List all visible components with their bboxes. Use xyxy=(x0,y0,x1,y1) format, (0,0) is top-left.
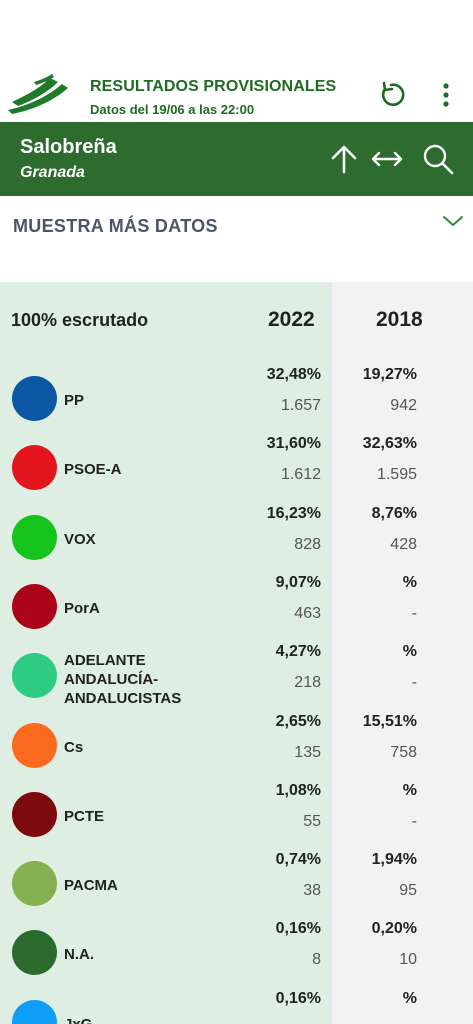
more-vertical-icon[interactable] xyxy=(434,80,458,110)
party-color-dot xyxy=(12,722,57,768)
pct-2018: 0,20% xyxy=(371,920,417,938)
votes-2018: 1.595 xyxy=(376,466,417,484)
votes-2018: - xyxy=(411,604,417,622)
pct-2022: 32,48% xyxy=(266,366,321,383)
pct-2018: % xyxy=(402,989,417,1007)
party-color-dot xyxy=(12,653,57,699)
more-data-toggle[interactable]: MUESTRA MÁS DATOS xyxy=(0,196,473,256)
party-color-dot xyxy=(12,514,57,560)
arrow-up-icon[interactable] xyxy=(327,142,361,176)
party-color-dot xyxy=(12,583,57,629)
votes-2018: - xyxy=(411,674,417,692)
pct-2018: % xyxy=(402,781,417,799)
votes-2018: - xyxy=(411,812,417,830)
refresh-icon[interactable] xyxy=(376,80,406,110)
year-2022-header: 2022 xyxy=(268,308,315,331)
pct-2018: 15,51% xyxy=(362,712,417,730)
municipality-name: Salobreña xyxy=(20,136,117,158)
party-color-dot xyxy=(12,791,57,837)
chevron-down-icon[interactable] xyxy=(442,214,464,228)
location-bar: Salobreña Granada xyxy=(0,122,473,196)
junta-andalucia-logo xyxy=(8,74,68,114)
votes-2022: 1.612 xyxy=(280,466,321,484)
pct-2022: 1,08% xyxy=(275,781,321,799)
party-color-dot xyxy=(12,999,57,1024)
party-row[interactable]: ADELANTE ANDALUCÍA-ANDALUCISTAS 4,27% 218%… xyxy=(0,641,473,710)
app-header: RESULTADOS PROVISIONALES Datos del 19/06… xyxy=(0,60,473,122)
votes-2022: 218 xyxy=(294,674,321,692)
votes-2022: 8 xyxy=(312,951,321,969)
pct-2022: 16,23% xyxy=(266,504,321,522)
votes-2022: 135 xyxy=(294,743,321,761)
pct-2022: 9,07% xyxy=(275,573,321,591)
year-2018-header: 2018 xyxy=(376,308,423,331)
party-row[interactable]: PP 32,48% 1.657 19,27% 942 xyxy=(0,364,473,433)
province-name: Granada xyxy=(20,164,85,181)
party-name: PSOE-A xyxy=(64,461,122,479)
scrutiny-status: 100% escrutado xyxy=(11,310,149,330)
more-data-label: MUESTRA MÁS DATOS xyxy=(13,216,218,236)
votes-2018: 10 xyxy=(399,951,417,969)
votes-2022: 463 xyxy=(294,604,321,622)
party-name: JxG xyxy=(64,1015,234,1024)
party-name: N.A. xyxy=(64,946,94,964)
party-row[interactable]: PACMA 0,74% 38 1,94% 95 xyxy=(0,849,473,918)
votes-2022: 828 xyxy=(294,535,321,553)
pct-2018: 19,27% xyxy=(362,366,417,383)
results-table: 100% escrutado 2022 2018 PP 32,48% 1.657 19… xyxy=(0,282,473,1024)
party-color-dot xyxy=(12,445,57,491)
pct-2022: 0,16% xyxy=(275,920,321,938)
party-name: PP xyxy=(64,392,85,409)
party-row[interactable]: Cs 2,65% 135 15,51% 758 xyxy=(0,711,473,780)
party-row[interactable]: PCTE 1,08% 55% - xyxy=(0,780,473,849)
pct-2018: 1,94% xyxy=(371,851,417,869)
pct-2022: 0,74% xyxy=(275,851,321,869)
pct-2022: 4,27% xyxy=(275,643,321,661)
pct-2022: 2,65% xyxy=(275,712,321,730)
search-icon[interactable] xyxy=(421,142,455,176)
party-color-dot xyxy=(12,930,57,976)
votes-2018: 758 xyxy=(390,743,417,761)
pct-2018: 8,76% xyxy=(371,504,417,522)
party-color-dot xyxy=(12,861,57,907)
pct-2018: % xyxy=(402,573,417,591)
party-name: PorA xyxy=(64,599,100,617)
party-row[interactable]: JxG 0,16%% xyxy=(0,988,473,1024)
pct-2018: 32,63% xyxy=(362,435,417,453)
party-row[interactable]: VOX 16,23% 828 8,76% 428 xyxy=(0,503,473,572)
party-name: ADELANTE ANDALUCÍA-ANDALUCISTAS xyxy=(64,652,182,708)
party-name: VOX xyxy=(64,530,96,548)
pct-2018: % xyxy=(402,643,417,661)
party-name: Cs xyxy=(64,738,84,756)
arrows-horizontal-icon[interactable] xyxy=(370,142,404,176)
pct-2022: 0,16% xyxy=(275,989,321,1007)
data-timestamp: Datos del 19/06 a las 22:00 xyxy=(90,102,255,117)
votes-2022: 38 xyxy=(303,882,321,900)
party-name: PCTE xyxy=(64,807,105,825)
app-title: RESULTADOS PROVISIONALES xyxy=(90,78,337,95)
pct-2022: 31,60% xyxy=(266,435,321,453)
party-row[interactable]: PSOE-A 31,60% 1.612 32,63% 1.595 xyxy=(0,433,473,502)
party-color-dot xyxy=(12,376,57,421)
votes-2018: 95 xyxy=(399,882,417,900)
votes-2018: 942 xyxy=(390,397,417,414)
column-2018-background xyxy=(332,282,473,1024)
votes-2022: 1.657 xyxy=(280,397,321,414)
votes-2018: 428 xyxy=(390,535,417,553)
party-name: PACMA xyxy=(64,877,118,895)
votes-2022: 55 xyxy=(303,812,321,830)
party-row[interactable]: PorA 9,07% 463% - xyxy=(0,572,473,641)
party-row[interactable]: N.A. 0,16% 8 0,20% 10 xyxy=(0,918,473,987)
